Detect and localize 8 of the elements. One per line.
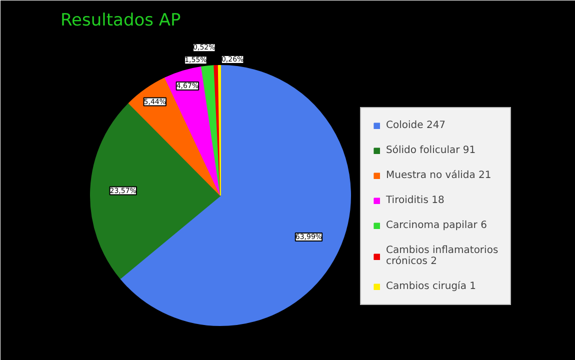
legend-label: Cambios inflamatorios crónicos 2 — [386, 245, 498, 267]
chart-title: Resultados AP — [60, 10, 181, 30]
legend-label: Carcinoma papilar 6 — [386, 220, 487, 231]
legend-label: Sólido folicular 91 — [386, 145, 476, 156]
legend-label: Muestra no válida 21 — [386, 170, 492, 181]
legend-label: Tiroiditis 18 — [386, 195, 444, 206]
legend-label: Cambios cirugía 1 — [386, 281, 476, 292]
legend-label: Coloide 247 — [386, 120, 446, 131]
